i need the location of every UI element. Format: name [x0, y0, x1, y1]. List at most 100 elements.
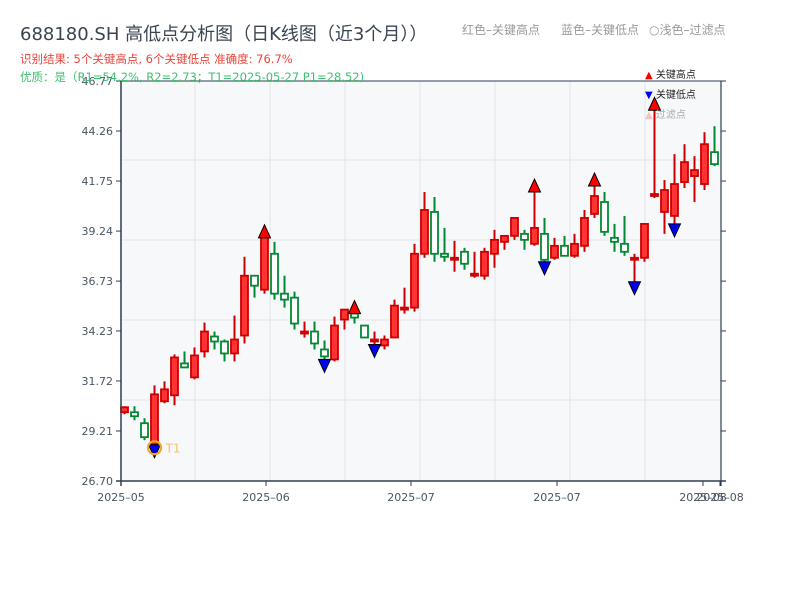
candle	[260, 234, 269, 294]
y-tick-label: 34.23	[82, 325, 114, 338]
candle	[510, 217, 519, 240]
legend-filtered: ▲ 过滤点	[645, 106, 686, 121]
candle	[490, 229, 499, 268]
candle	[560, 235, 569, 257]
key-high-marker	[527, 177, 542, 193]
x-tick-label: 2025–08	[696, 491, 744, 504]
key-high-marker	[587, 171, 602, 187]
triangle-down-icon: ▼	[645, 90, 653, 101]
candle	[470, 251, 479, 278]
y-tick-label: 36.73	[82, 275, 114, 288]
y-tick-label: 41.75	[82, 175, 114, 188]
y-tick-label: 46.77	[82, 75, 114, 88]
candle	[530, 192, 539, 246]
candle	[540, 217, 549, 262]
candle	[610, 223, 619, 252]
y-tick-label: 39.24	[82, 225, 114, 238]
t1-label: T1	[165, 442, 181, 456]
key-low-marker	[367, 343, 382, 359]
candle	[150, 385, 159, 446]
t1-ring	[146, 440, 163, 456]
triangle-up-light-icon: ▲	[645, 110, 653, 121]
key-low-marker	[627, 281, 642, 296]
x-tick-label: 2025–07	[387, 491, 435, 504]
candle	[580, 209, 589, 252]
candle	[450, 240, 459, 272]
candle	[320, 340, 329, 360]
axes	[116, 80, 726, 486]
candle	[680, 144, 689, 189]
legend-light-text: ○浅色–过滤点	[649, 23, 726, 37]
candle	[700, 132, 709, 191]
candle	[290, 291, 299, 330]
key-low-marker	[317, 358, 332, 374]
key-low-marker	[147, 444, 162, 459]
candle	[310, 321, 319, 350]
quality-summary: 优质：是（R1=54.2%, R2=2.73；T1=2025-05-27 P1=…	[20, 70, 365, 84]
candle	[360, 324, 369, 339]
candle	[120, 406, 129, 415]
key-low-marker	[667, 223, 682, 239]
result-summary: 识别结果: 5个关键高点, 6个关键低点 准确度: 76.7%	[20, 52, 293, 66]
y-tick-label: 29.21	[82, 425, 114, 438]
candle	[600, 192, 609, 236]
x-tick-label: 2025–06	[242, 491, 290, 504]
candle	[430, 196, 439, 262]
legend-key-low-label: 关键低点	[655, 90, 696, 101]
x-tick-label: 2025–07	[533, 491, 581, 504]
candle	[240, 256, 249, 344]
candles	[120, 110, 719, 446]
legend-blue-text: 蓝色–关键低点	[561, 23, 640, 37]
candle	[460, 247, 469, 270]
candle	[230, 315, 239, 362]
candle	[420, 192, 429, 258]
candle	[660, 180, 669, 234]
legend-red-text: 红色–关键高点	[462, 23, 541, 37]
candle	[400, 287, 409, 314]
candle	[190, 347, 199, 380]
candle	[170, 354, 179, 406]
candle	[380, 335, 389, 350]
candle	[590, 186, 599, 218]
candle	[140, 418, 149, 441]
candle	[210, 331, 219, 350]
candle	[180, 351, 189, 369]
candle	[640, 222, 649, 262]
candle	[630, 253, 639, 282]
candle	[270, 241, 279, 300]
y-tick-label: 31.72	[82, 375, 114, 388]
x-axis-ticks: 2025–05 2025–06 2025–07 2025–07 2025–082025–…	[97, 481, 744, 504]
key-high-marker	[257, 223, 272, 239]
key-high-marker	[347, 299, 362, 315]
legend-filtered-label: 过滤点	[655, 110, 686, 121]
candle	[160, 381, 169, 404]
legend-key-low: ▼ 关键低点	[645, 86, 696, 101]
x-tick-label: 2025–05	[97, 491, 145, 504]
candle	[220, 339, 229, 362]
candle	[300, 321, 309, 338]
y-tick-label: 26.70	[82, 475, 114, 488]
candle	[620, 215, 629, 256]
y-tick-label: 44.26	[82, 125, 114, 138]
candle	[410, 243, 419, 312]
key-low-marker	[537, 261, 552, 276]
candle	[550, 237, 559, 260]
candle	[690, 156, 699, 202]
candle	[520, 229, 529, 250]
x-tick-label: 2025–08	[679, 491, 727, 504]
triangle-up-icon: ▲	[645, 70, 653, 81]
candle	[670, 154, 679, 224]
key-high-marker	[647, 96, 662, 111]
candle	[710, 126, 719, 167]
candle	[130, 406, 139, 421]
candle	[280, 275, 289, 308]
plot-area	[121, 81, 721, 481]
key-point-markers: T1	[146, 96, 682, 459]
candle	[250, 274, 259, 298]
candle	[570, 233, 579, 258]
y-axis-ticks: 46.77 44.26 41.75 39.24 36.73 34.23 31.72 29.21…	[82, 75, 726, 488]
candle	[390, 299, 399, 339]
legend-key-high-label: 关键高点	[655, 70, 696, 81]
candle	[650, 110, 659, 198]
